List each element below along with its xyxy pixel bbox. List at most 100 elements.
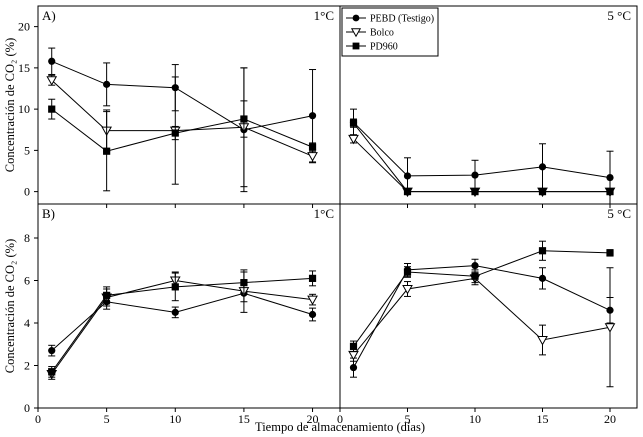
data-point xyxy=(308,112,317,120)
series-line xyxy=(353,122,610,193)
series-3 xyxy=(349,240,614,353)
temperature-label: 5 °C xyxy=(607,206,631,221)
data-point xyxy=(471,272,479,280)
x-tick-label: 0 xyxy=(337,412,343,426)
y-axis-title: Concentración de CO₂ (%) xyxy=(3,239,17,374)
series-1 xyxy=(349,258,614,378)
panel-2: 5 °C PEBD (Testigo) Bolco PD960 xyxy=(339,5,638,208)
data-point xyxy=(103,147,111,155)
series-3 xyxy=(48,98,317,192)
series-1 xyxy=(349,108,614,205)
series-line xyxy=(353,277,611,356)
data-point xyxy=(349,119,358,127)
data-point xyxy=(48,347,56,355)
panel-label: A) xyxy=(42,8,56,23)
series-line xyxy=(353,138,610,193)
series-3 xyxy=(349,118,614,196)
data-point xyxy=(171,283,179,291)
y-tick-label: 0 xyxy=(24,401,30,415)
series-2 xyxy=(348,267,616,388)
y-tick-label: 5 xyxy=(24,143,30,157)
series-line xyxy=(353,121,611,179)
y-tick-label: 8 xyxy=(24,231,30,245)
data-point xyxy=(307,295,318,306)
y-tick-label: 15 xyxy=(18,61,30,75)
legend-marker xyxy=(352,42,360,50)
data-point xyxy=(538,274,547,282)
temperature-label: 1°C xyxy=(314,8,334,23)
panel-frame xyxy=(339,203,638,409)
series-1 xyxy=(48,47,317,193)
temperature-label: 1°C xyxy=(314,206,334,221)
data-point xyxy=(402,285,413,295)
y-tick-label: 4 xyxy=(24,316,30,330)
data-point xyxy=(606,174,614,182)
y-tick-label: 10 xyxy=(18,102,30,116)
x-tick-label: 5 xyxy=(405,412,411,426)
data-point xyxy=(403,188,412,196)
series-2 xyxy=(348,134,616,198)
data-point xyxy=(103,291,111,299)
data-point xyxy=(240,115,248,123)
data-point xyxy=(471,262,479,270)
data-point xyxy=(403,268,412,276)
data-point xyxy=(46,76,58,86)
data-point xyxy=(308,274,317,282)
data-point xyxy=(171,308,179,316)
x-tick-label: 20 xyxy=(604,412,616,426)
legend: PEBD (Testigo) Bolco PD960 xyxy=(341,7,439,57)
data-point xyxy=(48,105,56,113)
x-tick-label: 15 xyxy=(537,412,549,426)
x-tick-label: 5 xyxy=(104,412,110,426)
x-axis-title: Tiempo de almacenamiento (días) xyxy=(255,420,425,434)
series-line xyxy=(51,60,313,131)
data-point xyxy=(308,143,317,151)
data-point xyxy=(538,247,547,255)
data-point xyxy=(606,249,614,257)
data-point xyxy=(471,171,479,179)
x-tick-label: 10 xyxy=(469,412,481,426)
series-line xyxy=(51,292,313,351)
legend-label: PD960 xyxy=(370,42,398,53)
legend-marker xyxy=(352,14,360,22)
data-point xyxy=(606,188,614,196)
data-point xyxy=(538,163,547,171)
y-axis-title: Concentración de CO₂ (%) xyxy=(3,38,17,173)
data-point xyxy=(308,310,317,319)
series-line xyxy=(353,265,611,368)
x-tick-label: 10 xyxy=(169,412,181,426)
data-point xyxy=(48,57,56,65)
data-point xyxy=(349,342,358,350)
data-point xyxy=(348,134,359,145)
data-point xyxy=(171,129,179,137)
series-line xyxy=(51,279,313,375)
data-point xyxy=(471,188,479,196)
y-tick-label: 2 xyxy=(24,359,30,373)
data-point xyxy=(537,336,548,346)
data-point xyxy=(538,188,547,196)
data-point xyxy=(48,368,56,376)
y-tick-label: 20 xyxy=(18,20,30,34)
data-point xyxy=(349,364,358,372)
data-point xyxy=(604,323,616,333)
series-line xyxy=(51,277,313,373)
x-tick-label: 20 xyxy=(307,412,319,426)
temperature-label: 5 °C xyxy=(607,8,631,23)
y-tick-label: 6 xyxy=(24,274,30,288)
data-point xyxy=(103,80,111,88)
panel-3: 0 2 4 6 8 Concentración de CO₂ (%) 0 5 10 15 20 B) 1… xyxy=(3,203,341,426)
legend-label: PEBD (Testigo) xyxy=(370,14,434,25)
series-3 xyxy=(48,270,317,378)
panel-label: B) xyxy=(42,206,55,221)
panel-4: 0 5 10 15 20 5 °C xyxy=(337,203,638,426)
data-point xyxy=(240,279,248,287)
x-tick-label: 15 xyxy=(238,412,250,426)
data-point xyxy=(307,152,318,162)
data-point xyxy=(403,172,412,180)
panel-frame xyxy=(37,5,341,205)
y-tick-label: 0 xyxy=(24,185,30,199)
panel-frame xyxy=(37,203,341,409)
